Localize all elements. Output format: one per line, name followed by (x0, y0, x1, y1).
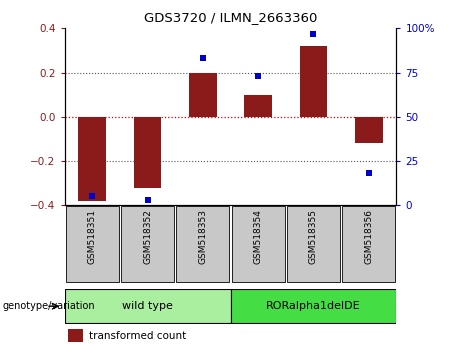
Bar (300, 46, 327, 117)
Text: GSM518352: GSM518352 (143, 209, 152, 264)
Title: GDS3720 / ILMN_2663360: GDS3720 / ILMN_2663360 (144, 11, 317, 24)
Text: wild type: wild type (122, 301, 173, 311)
Bar (65, 206, 119, 282)
Bar (176, 206, 230, 282)
Text: GSM518356: GSM518356 (364, 209, 373, 264)
Bar (134, 117, 161, 188)
Bar (65, 289, 230, 323)
Point (89, 194, 96, 199)
Bar (244, 95, 272, 117)
Point (144, 197, 151, 203)
Point (365, 171, 372, 176)
Text: genotype/variation: genotype/variation (2, 301, 95, 311)
Bar (355, 117, 383, 143)
Bar (78, 117, 106, 201)
Text: GSM518355: GSM518355 (309, 209, 318, 264)
Text: GSM518354: GSM518354 (254, 209, 263, 264)
Bar (121, 206, 174, 282)
Bar (287, 206, 340, 282)
Bar (189, 73, 217, 117)
Text: GSM518351: GSM518351 (88, 209, 97, 264)
Bar (231, 206, 285, 282)
Text: RORalpha1delDE: RORalpha1delDE (266, 301, 361, 311)
Point (199, 56, 207, 61)
Text: transformed count: transformed count (89, 331, 187, 342)
Bar (342, 206, 396, 282)
Bar (68, 329, 83, 343)
Point (254, 73, 262, 79)
Text: GSM518353: GSM518353 (198, 209, 207, 264)
Point (310, 31, 317, 36)
Bar (230, 289, 396, 323)
